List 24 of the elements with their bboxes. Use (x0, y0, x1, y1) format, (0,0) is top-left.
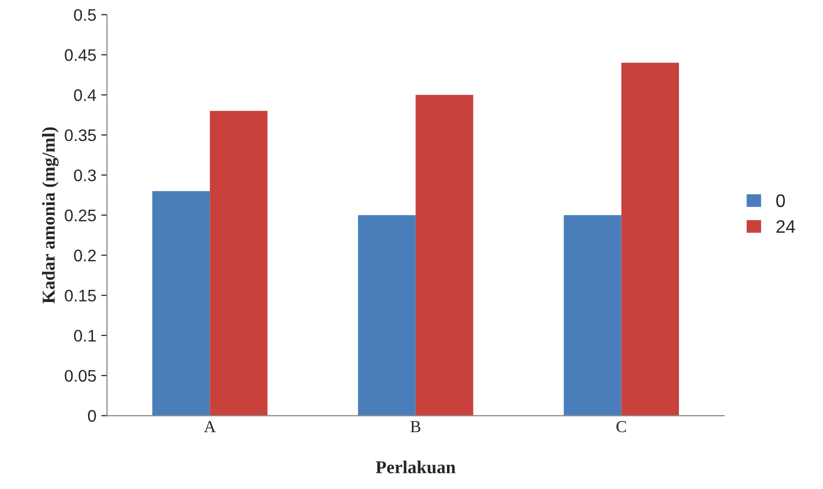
bar (358, 215, 416, 416)
x-tick-label: C (616, 421, 626, 432)
y-tick-label: 0 (88, 410, 96, 422)
x-axis-title: Perlakuan (376, 460, 456, 474)
bar (416, 94, 474, 416)
bar (621, 62, 679, 416)
y-tick-label: 0.1 (74, 330, 96, 342)
bar (210, 110, 268, 416)
legend-label: 24 (776, 220, 796, 233)
y-tick-label: 0.25 (64, 210, 96, 222)
y-tick-label: 0.05 (64, 370, 96, 382)
y-tick-label: 0.3 (74, 169, 96, 182)
legend-label: 0 (776, 194, 785, 208)
y-tick-label: 0.4 (74, 89, 96, 102)
y-tick-label: 0.2 (74, 250, 96, 262)
y-tick-label: 0.15 (64, 290, 96, 302)
bar (152, 191, 210, 416)
y-tick-label: 0.5 (74, 9, 96, 21)
y-axis-title: Kadar amonia (mg/ml) (42, 127, 59, 304)
x-tick-label: B (410, 421, 420, 432)
y-tick-label: 0.35 (64, 129, 96, 142)
x-tick-label: A (204, 421, 216, 432)
bar (564, 215, 622, 416)
y-tick-label: 0.45 (64, 49, 96, 61)
